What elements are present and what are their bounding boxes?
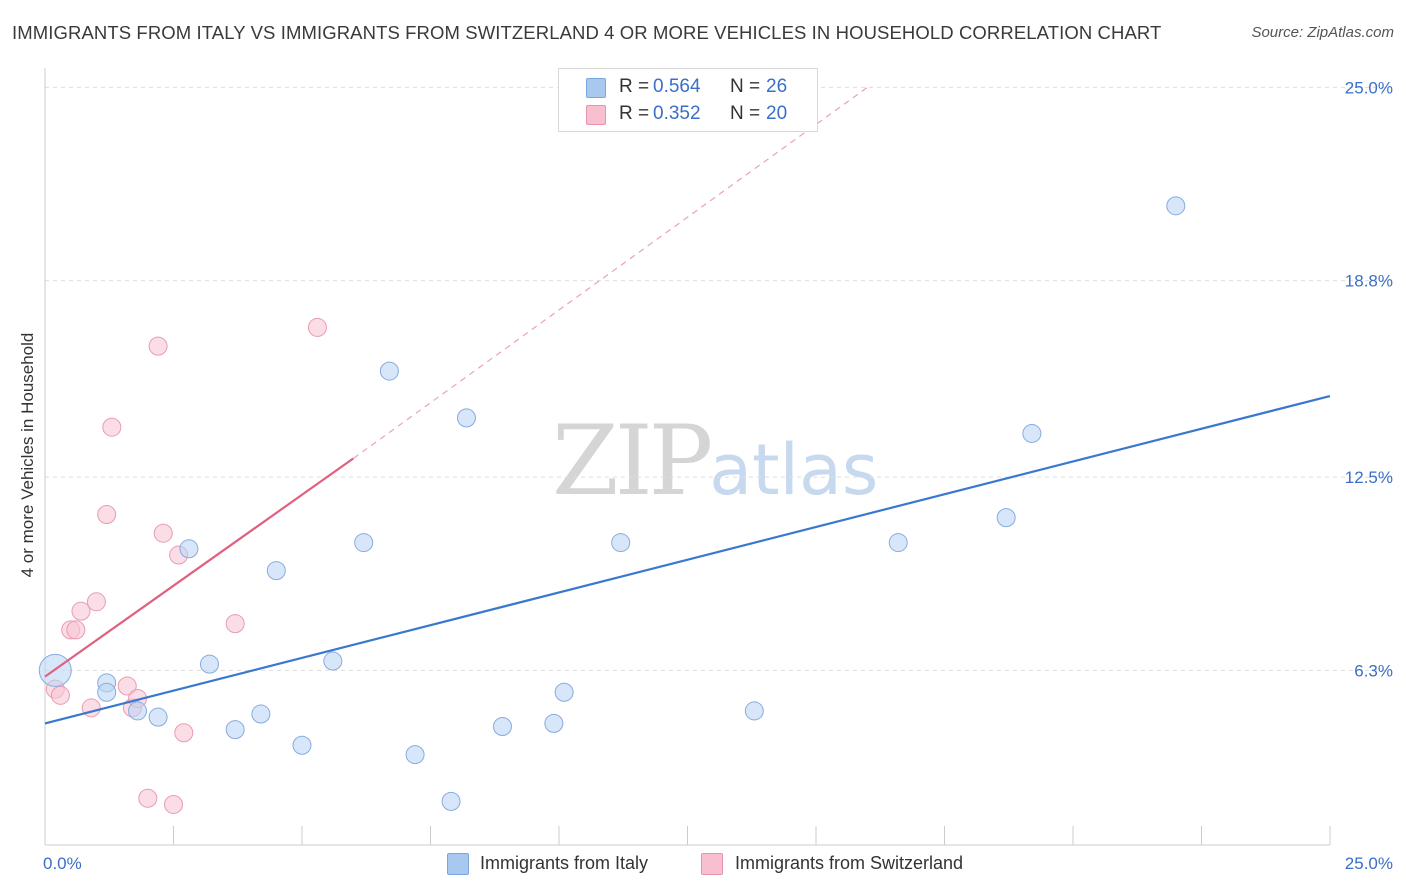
legend-r-label: R =: [619, 103, 650, 124]
italy-point: [179, 539, 199, 559]
watermark: ZIPatlas: [552, 405, 878, 517]
swiss-point: [174, 723, 194, 743]
legend-row-switzerland: R = 0.352 N = 20: [559, 101, 817, 127]
source-label: Source: ZipAtlas.com: [1251, 24, 1394, 41]
italy-point: [354, 533, 374, 553]
y-tick-label: 6.3%: [1354, 661, 1393, 680]
legend-r-label: R =: [619, 76, 650, 97]
swiss-point: [97, 505, 117, 525]
italy-point: [292, 735, 312, 755]
swiss-point: [117, 676, 137, 696]
legend-swatch-italy: [586, 78, 606, 98]
bottom-legend-swatch-switzerland: [701, 853, 723, 875]
italy-trendline: [44, 394, 1331, 725]
swiss-point: [50, 685, 70, 705]
watermark-zip: ZIP: [552, 405, 713, 517]
italy-point: [554, 682, 574, 702]
swiss-point: [153, 523, 173, 543]
italy-point: [456, 408, 476, 428]
italy-point: [611, 533, 631, 553]
italy-point: [266, 561, 286, 581]
swiss-point: [148, 336, 168, 356]
swiss-point: [86, 592, 106, 612]
y-tick-label: 25.0%: [1345, 78, 1393, 97]
switzerland-trendline: [44, 457, 355, 678]
italy-point: [251, 704, 271, 724]
italy-point: [379, 361, 399, 381]
bottom-legend-swatch-italy: [447, 853, 469, 875]
legend-swatch-switzerland: [586, 105, 606, 125]
italy-point: [97, 682, 117, 702]
italy-point: [225, 720, 245, 740]
italy-point: [744, 701, 764, 721]
legend-n-label: N =: [730, 103, 761, 124]
x-tick-label: 25.0%: [1345, 854, 1393, 873]
y-tick-label: 18.8%: [1345, 272, 1393, 291]
swiss-point: [102, 417, 122, 437]
legend-n-label: N =: [730, 76, 761, 97]
y-axis-title: 4 or more Vehicles in Household: [18, 332, 37, 578]
italy-point: [1022, 423, 1042, 443]
chart-title: IMMIGRANTS FROM ITALY VS IMMIGRANTS FROM…: [12, 22, 1162, 43]
italy-point: [441, 791, 461, 811]
italy-point: [323, 651, 343, 671]
swiss-point: [66, 620, 86, 640]
y-tick-label: 12.5%: [1345, 468, 1393, 487]
swiss-point: [307, 317, 327, 337]
switzerland-trendline-extension: [353, 86, 868, 459]
italy-point: [492, 717, 512, 737]
italy-point: [405, 745, 425, 765]
legend-r-value: 0.352: [653, 103, 701, 124]
legend-n-value: 26: [766, 76, 788, 97]
italy-point: [888, 533, 908, 553]
italy-point: [128, 701, 148, 721]
correlation-legend: R = 0.564 N = 26 R = 0.352 N = 20: [558, 68, 818, 132]
bottom-legend-label-switzerland: Immigrants from Switzerland: [735, 853, 964, 873]
italy-point: [544, 713, 564, 733]
italy-point: [199, 654, 219, 674]
bottom-legend-label-italy: Immigrants from Italy: [480, 853, 649, 873]
italy-point: [996, 508, 1016, 528]
swiss-point: [225, 614, 245, 634]
x-tick-label: 0.0%: [43, 854, 82, 873]
swiss-point: [71, 601, 91, 621]
swiss-point: [138, 788, 158, 808]
watermark-atlas: atlas: [709, 429, 879, 511]
italy-point: [1166, 196, 1186, 216]
italy-point: [148, 707, 168, 727]
legend-row-italy: R = 0.564 N = 26: [559, 74, 817, 100]
legend-r-value: 0.564: [653, 76, 701, 97]
legend-n-value: 20: [766, 103, 788, 124]
swiss-point: [164, 794, 183, 814]
